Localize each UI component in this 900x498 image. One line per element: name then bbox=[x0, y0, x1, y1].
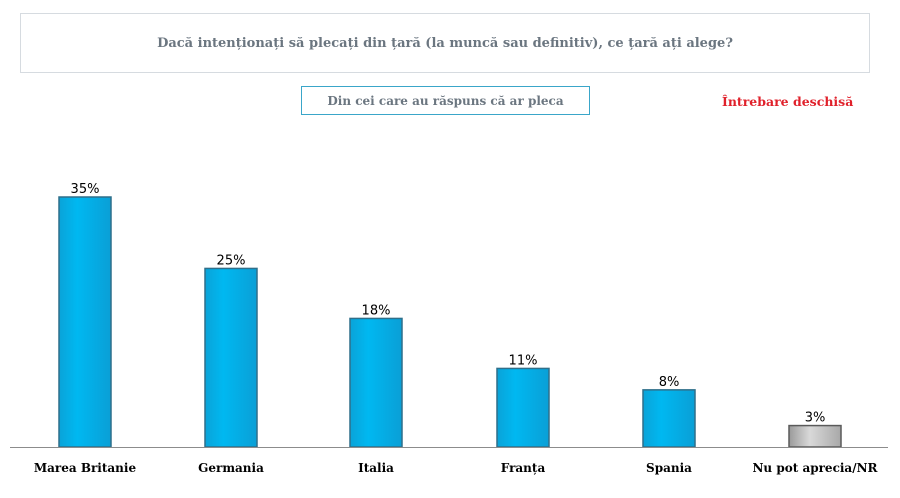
data-label-4: 8% bbox=[659, 375, 680, 390]
category-label-5: Nu pot aprecia/NR bbox=[752, 461, 878, 475]
bar-0 bbox=[59, 197, 111, 447]
category-label-1: Germania bbox=[198, 461, 264, 475]
data-label-5: 3% bbox=[805, 411, 826, 426]
category-label-3: Franța bbox=[501, 461, 546, 475]
bar-3 bbox=[497, 368, 549, 447]
category-label-2: Italia bbox=[358, 461, 394, 475]
data-label-3: 11% bbox=[509, 353, 538, 368]
category-label-0: Marea Britanie bbox=[34, 461, 137, 475]
data-label-1: 25% bbox=[217, 253, 246, 268]
bar-5 bbox=[789, 426, 841, 447]
bar-4 bbox=[643, 390, 695, 447]
bar-2 bbox=[350, 318, 402, 447]
category-label-4: Spania bbox=[646, 461, 692, 475]
data-label-0: 35% bbox=[71, 182, 100, 197]
bar-1 bbox=[205, 268, 257, 447]
data-label-2: 18% bbox=[362, 303, 391, 318]
